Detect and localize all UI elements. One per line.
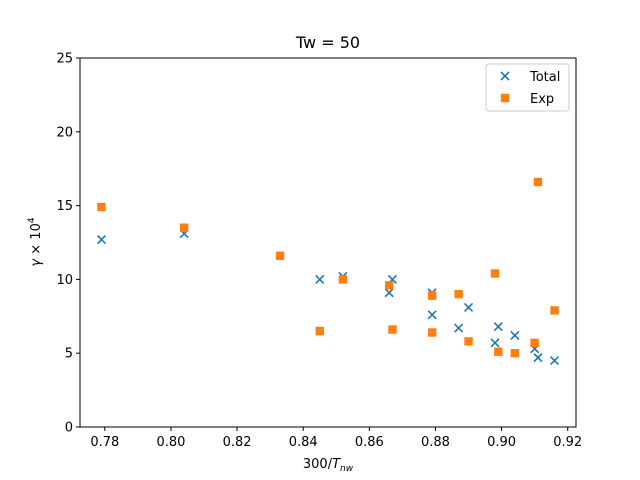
x-tick-label: 0.80	[156, 435, 185, 450]
data-point-exp	[510, 349, 520, 358]
x-marker-stroke	[493, 322, 503, 332]
legend: Total Exp	[485, 63, 570, 112]
legend-label-exp: Exp	[530, 92, 554, 107]
data-point-exp	[179, 223, 189, 232]
y-tick-label: 10	[56, 273, 73, 288]
data-point-total	[463, 302, 474, 313]
data-points	[96, 177, 560, 366]
x-marker-stroke	[96, 234, 107, 245]
data-point-total	[533, 353, 543, 363]
legend-marker-square	[500, 93, 510, 103]
data-point-exp	[427, 291, 437, 300]
data-point-exp	[338, 275, 348, 284]
x-marker-stroke	[510, 330, 520, 341]
chart-title: Tw = 50	[295, 33, 360, 52]
data-point-exp	[490, 269, 500, 278]
series-total	[96, 229, 560, 366]
legend-marker-total	[500, 71, 510, 81]
data-point-total	[96, 234, 107, 245]
data-point-exp	[533, 177, 543, 187]
x-tick-label: 0.84	[289, 435, 318, 450]
x-axis: 0.78 0.80 0.82 0.84 0.86 0.88 0.90 0.92	[90, 427, 582, 450]
x-marker-stroke	[490, 338, 500, 348]
data-point-total	[549, 356, 560, 366]
y-tick-label: 0	[65, 421, 73, 436]
data-point-total	[315, 274, 325, 284]
x-tick-label: 0.92	[553, 435, 582, 450]
data-point-exp	[530, 338, 539, 348]
y-tick-label: 20	[56, 125, 73, 140]
x-marker-stroke	[463, 302, 474, 313]
data-point-total	[384, 288, 394, 298]
data-point-total	[427, 310, 437, 320]
data-point-exp	[464, 337, 473, 346]
y-tick-label: 5	[65, 347, 73, 362]
data-point-total	[490, 338, 500, 348]
x-marker-stroke	[533, 353, 543, 363]
x-marker-stroke	[500, 71, 510, 81]
data-point-total	[510, 330, 520, 341]
legend-marker-x	[500, 71, 510, 81]
x-marker-stroke	[384, 288, 394, 298]
plot-frame	[79, 57, 577, 428]
data-point-exp	[427, 328, 437, 337]
legend-marker-exp	[500, 93, 510, 103]
x-axis-title: 300/Tnw	[303, 457, 354, 474]
x-tick-label: 0.90	[487, 435, 516, 450]
y-axis-title: γ × 104	[27, 217, 44, 266]
legend-label-total: Total	[529, 70, 560, 85]
y-axis: 0 5 10 15 20 25	[56, 52, 80, 436]
data-point-exp	[454, 289, 463, 299]
data-point-total	[454, 323, 464, 333]
data-point-exp	[97, 202, 106, 212]
y-tick-label: 25	[56, 52, 73, 67]
data-point-exp	[388, 325, 397, 334]
series-exp	[97, 177, 559, 358]
x-marker-stroke	[454, 323, 464, 333]
data-point-exp	[275, 251, 285, 260]
x-marker-stroke	[427, 310, 437, 320]
x-marker-stroke	[315, 274, 325, 284]
data-point-exp	[494, 347, 503, 356]
data-point-exp	[315, 326, 324, 336]
data-point-exp	[384, 281, 394, 290]
data-point-exp	[550, 306, 559, 315]
y-tick-label: 15	[56, 199, 73, 214]
x-tick-label: 0.86	[355, 435, 384, 450]
x-marker-stroke	[549, 356, 560, 366]
x-tick-label: 0.88	[421, 435, 450, 450]
x-tick-label: 0.82	[223, 435, 252, 450]
x-tick-label: 0.78	[90, 435, 119, 450]
data-point-total	[493, 322, 503, 332]
